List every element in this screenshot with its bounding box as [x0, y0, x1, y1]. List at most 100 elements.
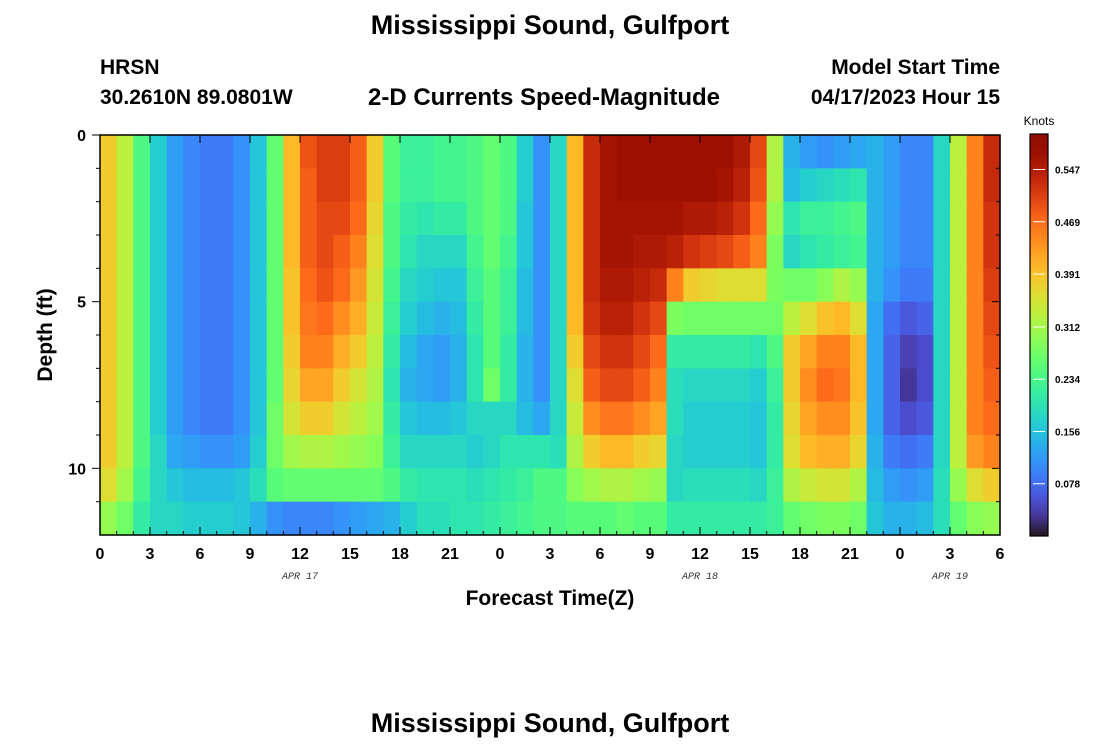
heatmap-cell — [150, 501, 168, 536]
heatmap-cell — [966, 301, 984, 336]
heatmap-cell — [816, 168, 834, 203]
colorbar: 0.078 0.156 0.234 0.312 0.391 0.469 0.547 Knots — [1024, 114, 1080, 537]
heatmap-cell — [216, 135, 234, 169]
heatmap-cell — [450, 168, 468, 203]
heatmap-cell — [916, 135, 934, 169]
heatmap-cell — [550, 301, 568, 336]
heatmap-cell — [483, 135, 501, 169]
heatmap-cell — [450, 368, 468, 403]
heatmap-cell — [233, 135, 251, 169]
heatmap-cell — [666, 168, 684, 203]
heatmap-cell — [550, 268, 568, 303]
y-axis-label: Depth (ft) — [34, 288, 57, 381]
heatmap-cell — [133, 268, 151, 303]
heatmap-cell — [250, 168, 268, 203]
heatmap-cell — [383, 501, 401, 536]
heatmap-cell — [350, 401, 368, 436]
heatmap-cell — [450, 268, 468, 303]
heatmap-cell — [783, 368, 801, 403]
heatmap-cell — [150, 435, 168, 469]
heatmap-cell — [800, 435, 818, 469]
heatmap-cell — [650, 435, 668, 469]
heatmap-cell — [550, 201, 568, 236]
heatmap-cell — [133, 435, 151, 469]
x-tick-label: 6 — [996, 546, 1005, 563]
heatmap-cell — [283, 335, 301, 369]
heatmap-cell — [216, 268, 234, 303]
heatmap-cell — [350, 201, 368, 236]
heatmap-cell — [550, 468, 568, 503]
heatmap-cell — [183, 401, 201, 436]
heatmap-cell — [916, 368, 934, 403]
heatmap-cell — [483, 235, 501, 269]
heatmap-cell — [950, 368, 968, 403]
heatmap-cell — [850, 201, 868, 236]
heatmap-cell — [200, 335, 218, 369]
heatmap-cell — [850, 368, 868, 403]
heatmap-cell — [500, 335, 518, 369]
heatmap-cell — [950, 301, 968, 336]
heatmap-cell — [266, 435, 284, 469]
heatmap-cell — [500, 301, 518, 336]
heatmap-cell — [983, 135, 1001, 169]
heatmap-cell — [750, 168, 768, 203]
colorbar-tick-label: 0.156 — [1055, 427, 1080, 438]
heatmap-cell — [700, 168, 718, 203]
heatmap-cell — [466, 468, 484, 503]
heatmap-cell — [200, 135, 218, 169]
heatmap-cell — [816, 501, 834, 536]
heatmap-cell — [900, 468, 918, 503]
heatmap-cell — [600, 401, 618, 436]
colorbar-tick-label: 0.469 — [1055, 218, 1080, 229]
heatmap-cell — [800, 268, 818, 303]
heatmap-cell — [933, 201, 951, 236]
heatmap-cell — [800, 235, 818, 269]
heatmap-cell — [483, 268, 501, 303]
heatmap-cell — [666, 368, 684, 403]
heatmap-cell — [366, 135, 384, 169]
heatmap-cell — [500, 501, 518, 536]
heatmap-cell — [100, 235, 118, 269]
heatmap-cell — [883, 468, 901, 503]
heatmap-cell — [566, 135, 584, 169]
x-tick-label: 9 — [246, 546, 255, 563]
heatmap-cell — [466, 268, 484, 303]
heatmap-cell — [966, 135, 984, 169]
heatmap-cell — [650, 468, 668, 503]
heatmap-cell — [500, 435, 518, 469]
heatmap-cell — [316, 135, 334, 169]
heatmap-cell — [933, 368, 951, 403]
heatmap-cell — [516, 468, 534, 503]
heatmap-cell — [266, 468, 284, 503]
heatmap-cell — [100, 201, 118, 236]
heatmap-cell — [850, 301, 868, 336]
y-tick-label: 5 — [77, 295, 86, 312]
heatmap-cell — [700, 235, 718, 269]
heatmap-cell — [133, 135, 151, 169]
heatmap-cell — [483, 335, 501, 369]
heatmap-cell — [133, 235, 151, 269]
heatmap-cell — [833, 301, 851, 336]
heatmap-cell — [216, 201, 234, 236]
heatmap-cell — [250, 435, 268, 469]
heatmap-cell — [283, 435, 301, 469]
heatmap-cell — [566, 401, 584, 436]
heatmap-cell — [766, 435, 784, 469]
axes: 0 3 6 9 12 15 18 21 0 3 6 9 12 15 18 21 0 3 6 0 5 10 APR 17 APR… — [34, 128, 1005, 610]
heatmap-cell — [150, 335, 168, 369]
heatmap-cell — [650, 235, 668, 269]
heatmap-cell — [766, 301, 784, 336]
heatmap-cell — [500, 268, 518, 303]
heatmap-cell — [200, 201, 218, 236]
heatmap-cell — [150, 368, 168, 403]
heatmap-cell — [950, 401, 968, 436]
heatmap-cell — [850, 435, 868, 469]
heatmap-cell — [933, 268, 951, 303]
heatmap-cell — [416, 235, 434, 269]
x-tick-label: 3 — [146, 546, 155, 563]
heatmap-cell — [166, 401, 184, 436]
heatmap-cell — [633, 268, 651, 303]
heatmap-cell — [616, 168, 634, 203]
heatmap-cell — [583, 135, 601, 169]
